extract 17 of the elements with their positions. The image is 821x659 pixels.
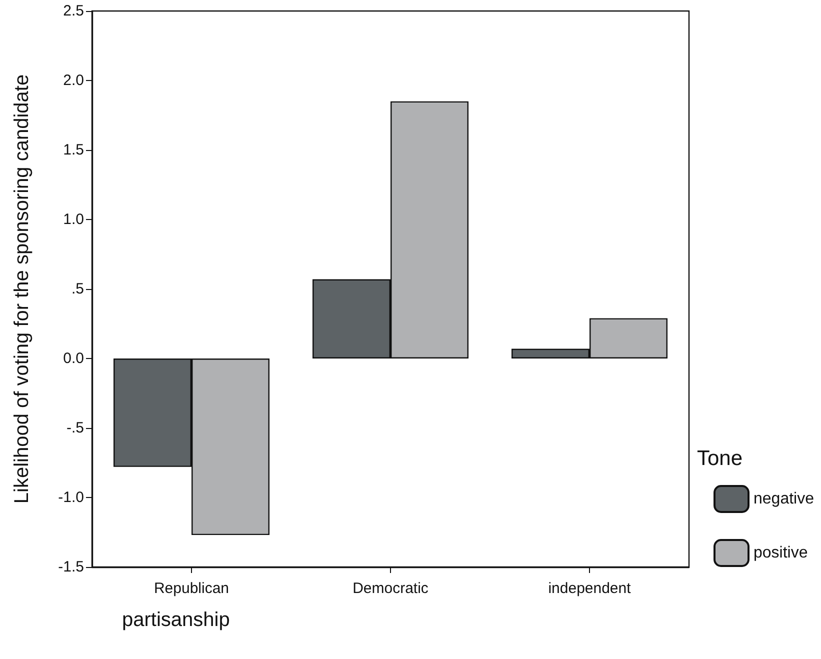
y-tick-label: -1.0	[58, 489, 84, 506]
legend-title: Tone	[697, 447, 743, 470]
y-tick-label: 2.0	[63, 72, 84, 89]
y-tick-label: 1.0	[63, 211, 84, 228]
legend-label: negative	[754, 490, 814, 508]
y-tick-label: -.5	[66, 420, 84, 436]
legend-label: positive	[754, 544, 808, 562]
x-tick-label: Republican	[154, 580, 230, 597]
y-tick-label: 0.0	[63, 350, 84, 367]
x-tick-label: Democratic	[352, 580, 429, 597]
y-tick-label: 2.5	[63, 2, 84, 20]
y-tick-label: 1.5	[63, 142, 84, 158]
y-axis-title: Likelihood of voting for the sponsoring candidate	[11, 74, 33, 504]
y-tick-label: .5	[71, 280, 84, 298]
x-tick-label: independent	[548, 580, 632, 597]
x-axis-title: partisanship	[122, 609, 230, 631]
y-tick-label: -1.5	[58, 558, 84, 576]
